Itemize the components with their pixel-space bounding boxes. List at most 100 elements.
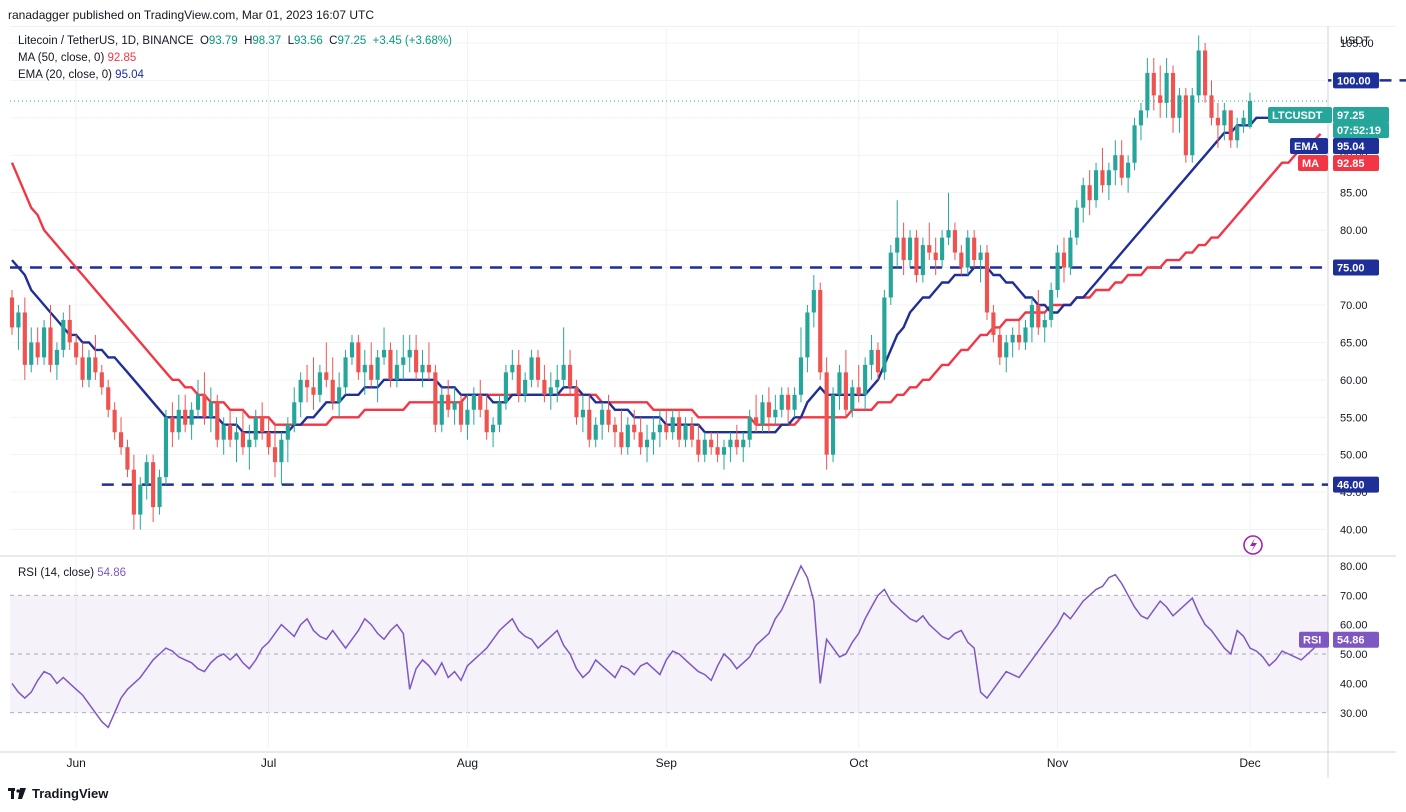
candle <box>170 402 175 448</box>
candle <box>266 417 271 455</box>
candle-body <box>792 394 797 410</box>
candle <box>1196 35 1201 103</box>
candle <box>741 432 746 463</box>
candle-body <box>324 372 329 380</box>
candle <box>74 334 79 365</box>
candle-body <box>1138 110 1144 126</box>
candle <box>766 387 771 433</box>
candle-body <box>805 312 810 358</box>
candle <box>593 417 598 448</box>
price-tick-label: 60.00 <box>1340 375 1368 387</box>
candle <box>933 237 938 276</box>
candle <box>927 222 932 261</box>
candle-body <box>1119 155 1124 178</box>
candle-body <box>247 439 252 448</box>
candle-body <box>497 402 502 425</box>
candle-body <box>888 252 893 298</box>
candle <box>118 417 124 455</box>
lightning-icon[interactable] <box>1243 535 1263 555</box>
time-tick-label: Sep <box>656 756 678 770</box>
candle <box>580 394 585 433</box>
rsi-tick-label: 30.00 <box>1340 708 1368 720</box>
candle <box>343 349 348 395</box>
brand-name: TradingView <box>32 786 109 801</box>
candle <box>1158 65 1163 118</box>
candle-body <box>61 319 66 350</box>
time-tick-label: Aug <box>457 756 478 770</box>
ema-name-tag-bg <box>1290 138 1328 154</box>
candle <box>542 364 547 403</box>
candle <box>414 334 419 380</box>
countdown-tag-bg <box>1333 122 1389 138</box>
last-price-tag: 97.25 <box>1333 107 1389 123</box>
candle <box>48 304 53 373</box>
candle-body <box>612 424 618 433</box>
candle <box>471 387 476 425</box>
candle <box>131 454 136 530</box>
candle <box>1042 312 1047 343</box>
candle <box>1061 237 1067 283</box>
candle <box>805 304 810 373</box>
level-100-tag: 100.00 <box>1333 72 1379 89</box>
candle <box>1235 117 1240 148</box>
candle-body <box>1164 72 1169 103</box>
candle-body <box>106 387 111 410</box>
candle-body <box>1241 117 1246 126</box>
candle-body <box>1055 252 1060 290</box>
candle-body <box>786 394 791 410</box>
candle <box>29 327 34 373</box>
candle <box>279 432 284 485</box>
candle-body <box>311 387 316 395</box>
candle-body <box>458 402 464 425</box>
candle <box>388 342 393 388</box>
candle <box>600 402 605 440</box>
candle <box>1036 290 1041 335</box>
candle-body <box>1196 50 1201 96</box>
candle-body <box>1017 334 1022 343</box>
candle-body <box>702 439 707 455</box>
candle-body <box>170 417 175 433</box>
candle-body <box>677 417 682 440</box>
candle-body <box>260 417 265 433</box>
candle-body <box>484 409 489 433</box>
candle <box>54 342 59 380</box>
candle <box>1023 319 1028 350</box>
candle <box>16 304 21 350</box>
candle <box>824 357 829 470</box>
candle-body <box>1068 237 1073 268</box>
candle-body <box>946 230 951 238</box>
candle <box>1113 140 1118 186</box>
candle <box>439 387 444 433</box>
time-tick-label: Jun <box>66 756 85 770</box>
candle-body <box>1106 170 1111 186</box>
candle-body <box>1222 110 1227 126</box>
candle <box>35 327 40 365</box>
candle <box>728 432 733 463</box>
candle-body <box>80 357 85 380</box>
candle <box>830 387 836 463</box>
ema-legend[interactable]: EMA (20, close, 0) 95.04 <box>18 69 144 81</box>
candle <box>67 304 72 350</box>
rsi-value-tag-bg <box>1333 631 1379 648</box>
price-tick-label: 85.00 <box>1340 188 1368 200</box>
price-tick-label: 105.00 <box>1340 38 1374 50</box>
symbol-legend: Litecoin / TetherUS, 1D, BINANCE O93.79 … <box>18 35 452 47</box>
candle <box>183 394 188 433</box>
candle-body <box>9 297 15 328</box>
level-75-tag: 75.00 <box>1333 259 1379 276</box>
candle-body <box>709 439 714 448</box>
candle-body <box>1132 125 1137 163</box>
candle-body <box>1036 304 1041 328</box>
chart-canvas[interactable]: 105.00100.0095.0090.0085.0080.0075.0070.… <box>0 26 1406 778</box>
rsi-value-tag: 54.86 <box>1333 631 1379 648</box>
footer-brand[interactable]: TradingView <box>8 786 108 801</box>
rsi-legend[interactable]: RSI (14, close) 54.86 <box>18 567 127 579</box>
candle-body <box>375 357 380 380</box>
candle <box>709 432 714 455</box>
ma-legend[interactable]: MA (50, close, 0) 92.85 <box>18 52 137 64</box>
candle-body <box>1170 72 1176 118</box>
candle-body <box>567 364 573 388</box>
candle <box>940 230 945 268</box>
candle-body <box>388 349 393 380</box>
candle <box>901 222 906 276</box>
